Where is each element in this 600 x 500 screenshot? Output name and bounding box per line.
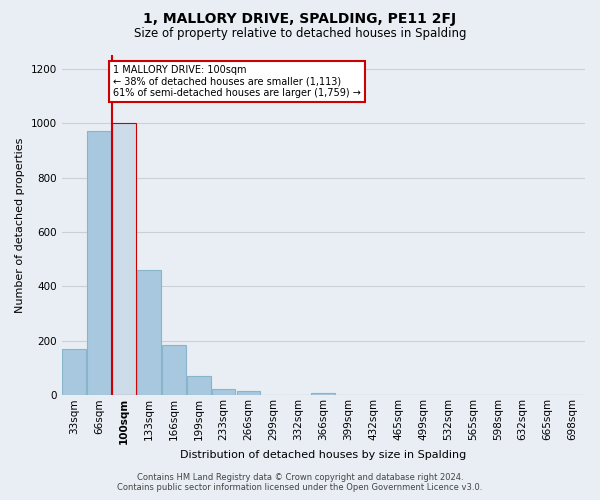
Bar	[311, 392, 335, 396]
Bar	[187, 376, 211, 396]
Bar	[137, 270, 161, 396]
Text: 1, MALLORY DRIVE, SPALDING, PE11 2FJ: 1, MALLORY DRIVE, SPALDING, PE11 2FJ	[143, 12, 457, 26]
Bar	[62, 349, 86, 396]
Y-axis label: Number of detached properties: Number of detached properties	[15, 138, 25, 313]
Bar	[162, 345, 185, 396]
Text: Size of property relative to detached houses in Spalding: Size of property relative to detached ho…	[134, 28, 466, 40]
Text: 1 MALLORY DRIVE: 100sqm
← 38% of detached houses are smaller (1,113)
61% of semi: 1 MALLORY DRIVE: 100sqm ← 38% of detache…	[113, 64, 361, 98]
Bar	[212, 388, 235, 396]
Bar	[112, 123, 136, 396]
Bar	[237, 392, 260, 396]
Text: Contains HM Land Registry data © Crown copyright and database right 2024.
Contai: Contains HM Land Registry data © Crown c…	[118, 473, 482, 492]
X-axis label: Distribution of detached houses by size in Spalding: Distribution of detached houses by size …	[180, 450, 466, 460]
Bar	[87, 132, 111, 396]
